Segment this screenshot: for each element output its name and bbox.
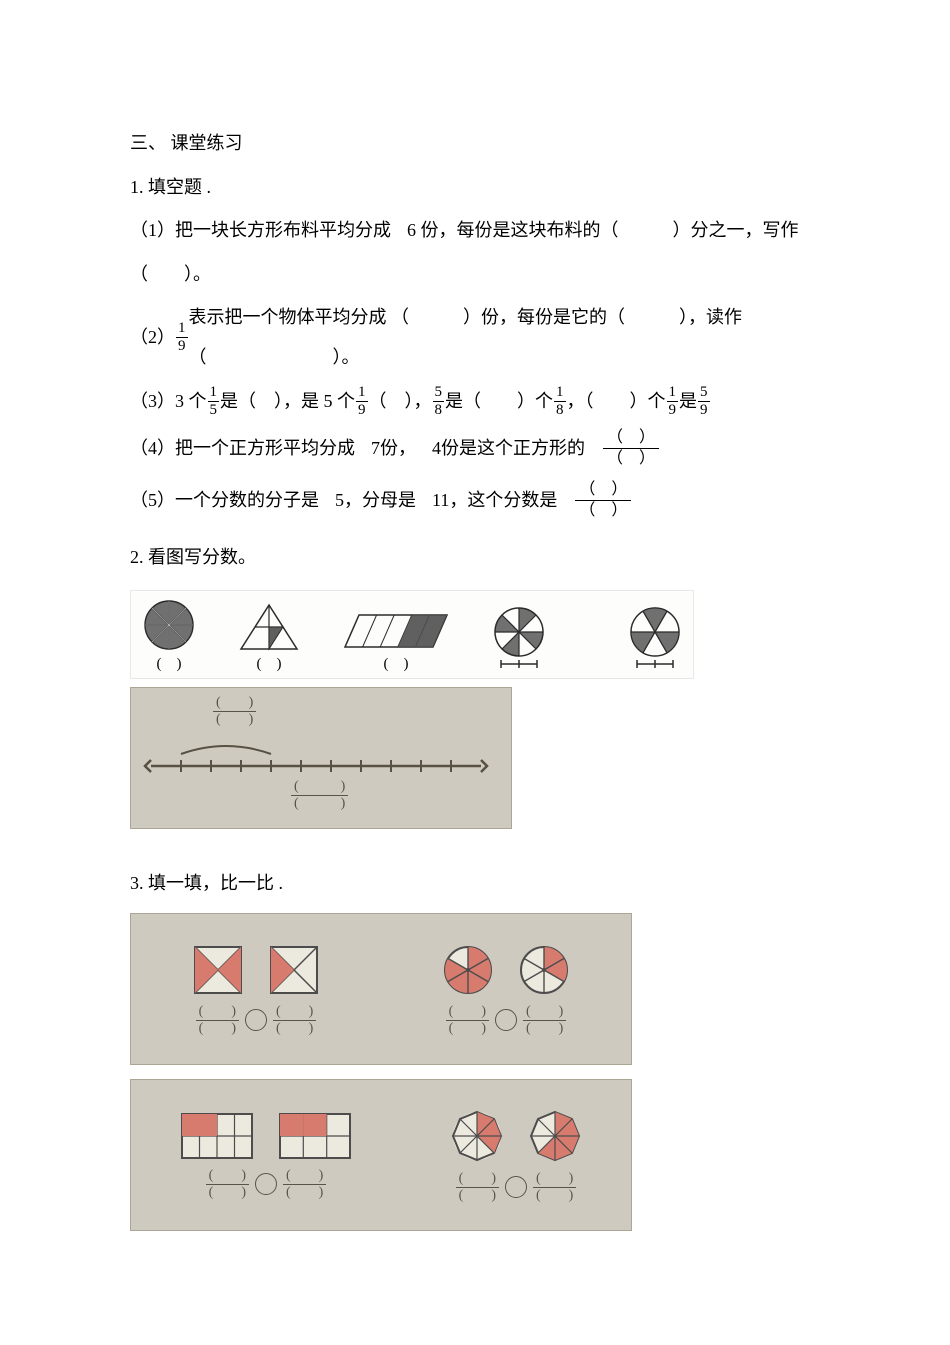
q2-numberline: ( )( ) ( )( ) [130,687,512,829]
q3-heading: 3. 填一填，比一比 . [130,864,820,904]
shape-circle-6 [627,606,683,672]
shape-triangle: ( ) [237,601,301,672]
q1-item1-cont: （ ）。 [130,255,820,295]
q1-item1: （1）把一块长方形布料平均分成6 份，每份是这块布料的（ ）分之一，写作 [130,211,820,251]
shape-circle-8: ( ) [141,597,197,672]
q1-item3: （3）3 个 15 是（ ），是 5 个 19 （ ）， 58 是（ ）个 18… [130,382,820,422]
q1-item2: （2） 1 9 表示把一个物体平均分成 （ ）份，每份是它的（ ），读作（ ）。 [130,298,820,377]
compare-circle [255,1173,277,1195]
section-title: 三、 课堂练习 [130,124,820,164]
fraction-1-9: 1 9 [176,321,188,354]
q1-item5: （5）一个分数的分子是5 ，分母是11 ，这个分数是 （ ） （ ） [130,481,820,521]
fraction-blank-5: （ ） （ ） [575,482,631,519]
q3-row1: ( )( ) ( )( ) [130,913,632,1065]
compare-circle [245,1009,267,1031]
shape-circle-alt [491,606,547,672]
q2-heading: 2. 看图写分数。 [130,538,820,578]
compare-circle [495,1009,517,1031]
q2-shape-row: ( ) ( ) ( ) [130,590,694,679]
q1-item4: （4）把一个正方形平均分成7 份，4 份是这个正方形的 （ ） （ ） [130,429,820,469]
compare-circle [505,1176,527,1198]
shape-parallelogram: ( ) [341,609,451,672]
q1-heading: 1. 填空题 . [130,168,820,208]
q3-row2: ( )( ) ( )( ) [130,1079,632,1231]
fraction-blank-4: （ ） （ ） [603,430,659,467]
